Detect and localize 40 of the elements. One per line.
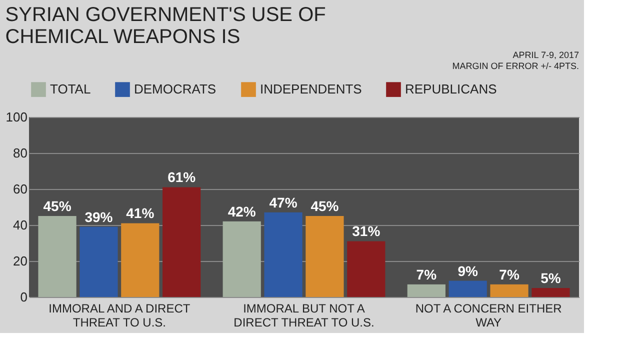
data-label: 5% (540, 270, 562, 286)
legend-label: DEMOCRATS (134, 82, 216, 97)
data-label: 47% (269, 194, 298, 210)
bar (306, 216, 344, 297)
data-label: 9% (458, 262, 479, 279)
data-label: 7% (416, 266, 438, 282)
bar (121, 223, 160, 297)
x-tick-label: IMMORAL BUT NOT A DIRECT THREAT TO U.S. (234, 302, 374, 330)
legend-label: REPUBLICANS (405, 82, 498, 97)
x-tick-label: NOT A CONCERN EITHER WAY (415, 302, 562, 330)
bar (264, 212, 302, 297)
data-label: 42% (228, 203, 256, 220)
y-tick-label: 40 (13, 218, 28, 232)
bar (222, 221, 261, 297)
text: APRIL 7-9, 2017 (512, 50, 579, 60)
data-label: 31% (352, 223, 381, 240)
bar (490, 284, 528, 297)
bar (407, 284, 446, 297)
y-tick-label: 20 (13, 254, 28, 268)
y-tick-label: 80 (13, 146, 28, 160)
x-tick-label: IMMORAL AND A DIRECT THREAT TO U.S. (48, 302, 191, 330)
legend-label: TOTAL (50, 82, 91, 97)
data-label: 45% (43, 198, 72, 214)
bar (162, 187, 201, 297)
y-tick-label: 60 (13, 182, 28, 196)
data-label: 45% (310, 198, 340, 214)
bar (532, 288, 570, 297)
data-label: 61% (168, 169, 196, 186)
bar (347, 241, 386, 297)
y-tick-label: 0 (20, 290, 28, 304)
bar (80, 226, 118, 297)
y-tick-label: 100 (6, 110, 28, 124)
bar (38, 216, 76, 297)
chart-title: SYRIAN GOVERNMENT'S USE OF CHEMICAL WEAPONS IS (5, 4, 326, 48)
data-label: 39% (84, 208, 114, 225)
data-label: 41% (126, 205, 155, 222)
legend-label: INDEPENDENTS (260, 82, 362, 97)
data-label: 7% (499, 266, 520, 282)
text: MARGIN OF ERROR +/- 4PTS. (452, 61, 579, 71)
bar (448, 280, 487, 297)
